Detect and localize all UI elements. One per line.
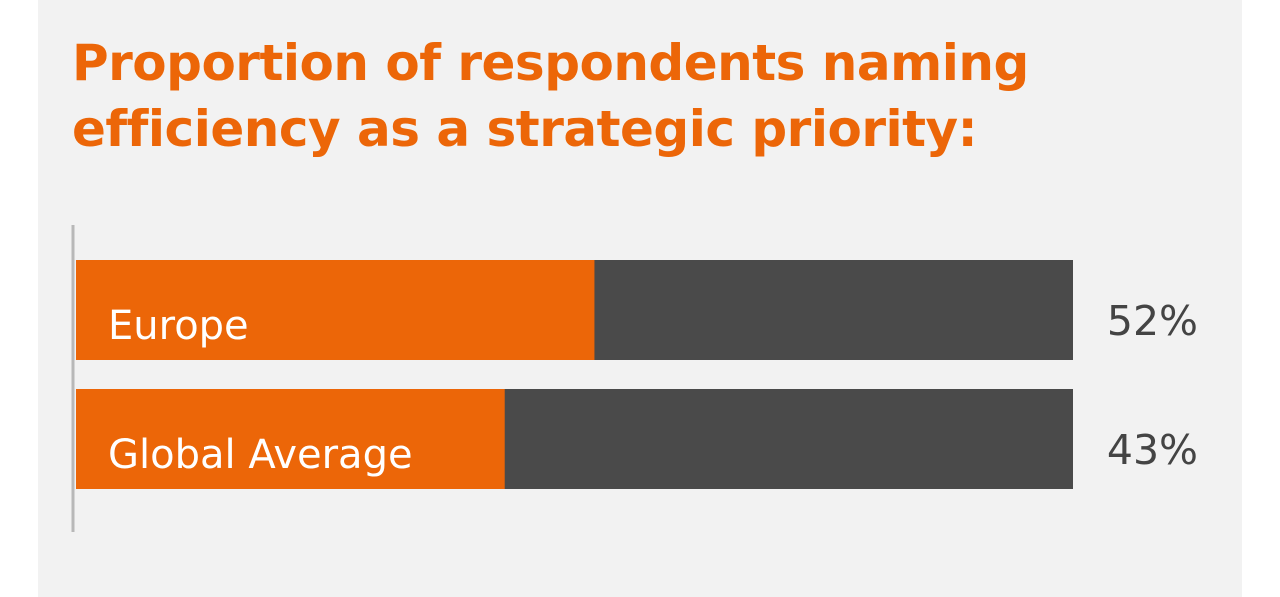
bar-europe — [76, 260, 595, 360]
bar-label-europe: Europe — [108, 303, 249, 349]
bar-label-global-average: Global Average — [108, 432, 413, 478]
chart-title-line-2: efficiency as a strategic priority: — [72, 100, 978, 158]
bar-global-average — [76, 389, 505, 489]
value-label-europe: 52% — [1107, 297, 1198, 345]
chart-title-line-1: Proportion of respondents naming — [72, 34, 1029, 92]
value-label-global-average: 43% — [1107, 426, 1198, 474]
chart-title: Proportion of respondents naming efficie… — [72, 30, 1172, 162]
